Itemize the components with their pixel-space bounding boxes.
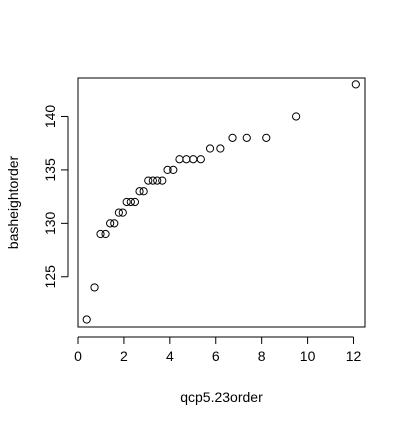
x-tick-label: 10 bbox=[300, 348, 316, 364]
data-point bbox=[158, 176, 167, 185]
x-tick-label: 2 bbox=[120, 348, 128, 364]
x-axis-title: qcp5.23order bbox=[180, 389, 263, 405]
data-point bbox=[153, 176, 162, 185]
data-point bbox=[110, 219, 119, 228]
data-point bbox=[189, 155, 198, 164]
data-point bbox=[101, 229, 110, 239]
data-point bbox=[82, 315, 91, 324]
data-point bbox=[228, 133, 237, 142]
y-axis-title: basheightorder bbox=[5, 155, 21, 249]
data-point bbox=[118, 208, 127, 217]
data-point bbox=[292, 112, 301, 121]
data-point bbox=[148, 176, 157, 185]
data-point bbox=[196, 155, 205, 164]
x-axis: 0 2 4 6 8 10 12 bbox=[74, 336, 362, 364]
y-tick-label: 130 bbox=[42, 211, 58, 235]
y-axis: 125 130 135 140 bbox=[42, 105, 69, 289]
data-point bbox=[96, 229, 105, 239]
y-tick-label: 125 bbox=[42, 265, 58, 289]
data-point bbox=[169, 165, 178, 175]
data-point bbox=[106, 219, 115, 228]
x-tick-label: 12 bbox=[346, 348, 362, 364]
data-point bbox=[130, 197, 140, 207]
data-point bbox=[175, 155, 184, 164]
y-tick-label: 135 bbox=[42, 158, 58, 182]
data-point bbox=[262, 133, 271, 142]
data-point bbox=[163, 165, 172, 175]
data-point bbox=[351, 80, 360, 89]
data-point bbox=[122, 197, 131, 207]
data-point bbox=[144, 176, 153, 185]
x-tick-label: 0 bbox=[74, 348, 82, 364]
data-point bbox=[135, 187, 144, 196]
data-point bbox=[139, 187, 148, 196]
data-point bbox=[216, 144, 225, 153]
data-point bbox=[126, 197, 135, 207]
x-tick-label: 4 bbox=[166, 348, 174, 364]
y-tick-label: 140 bbox=[42, 105, 58, 129]
x-tick-label: 8 bbox=[258, 348, 266, 364]
data-point bbox=[90, 283, 99, 292]
data-point bbox=[182, 155, 191, 164]
data-points bbox=[82, 80, 360, 324]
plot-frame bbox=[77, 77, 366, 328]
data-point bbox=[114, 208, 123, 217]
data-point bbox=[242, 133, 251, 142]
data-point bbox=[205, 144, 215, 153]
x-tick-label: 6 bbox=[212, 348, 220, 364]
